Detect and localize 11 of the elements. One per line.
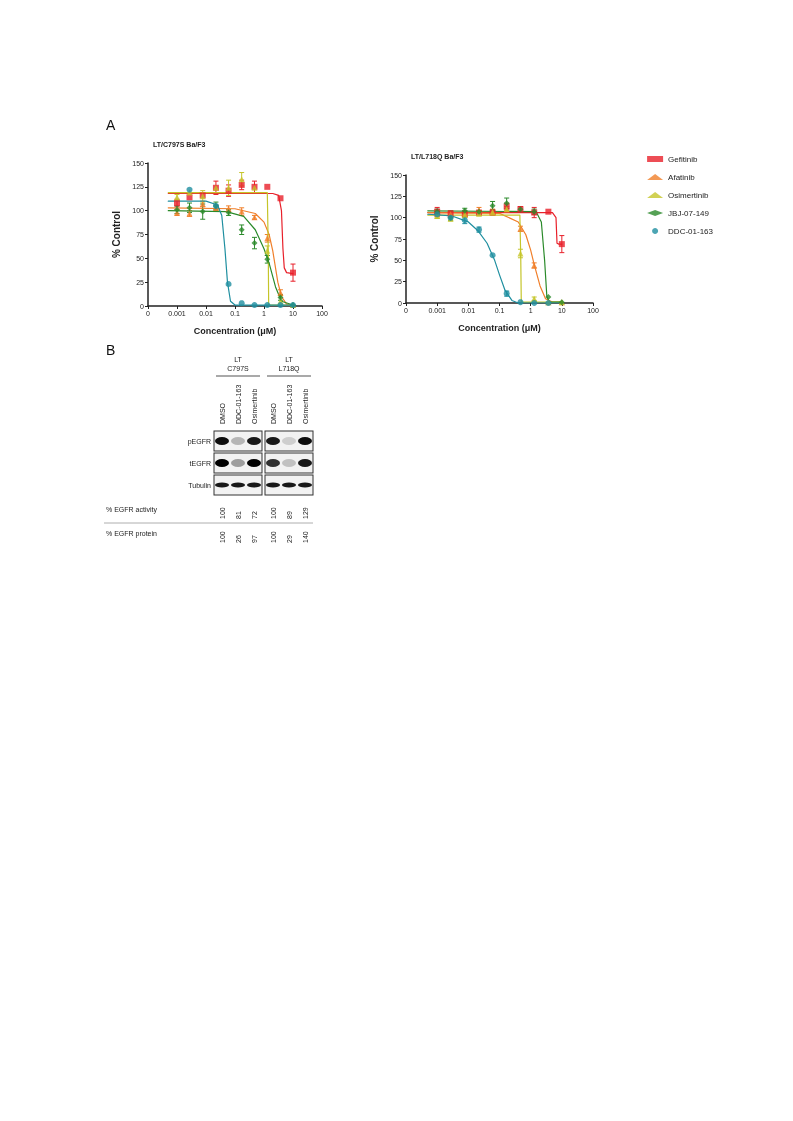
legend-label: Gefitinib xyxy=(668,154,698,164)
text: A xyxy=(106,117,116,133)
x-axis-title: Concentration (μM) xyxy=(458,322,541,333)
text: B xyxy=(106,342,116,358)
legend-label: Afatinib xyxy=(668,172,696,182)
y-axis-title: % Control xyxy=(368,215,380,263)
legend-label: DDC-01-163 xyxy=(668,226,714,236)
legend-label: Osimertinib xyxy=(668,190,710,200)
x-axis-title: Concentration (μM) xyxy=(193,325,277,336)
legend-label: JBJ-07-149 xyxy=(668,208,710,218)
y-axis-title: % Control xyxy=(110,210,122,259)
